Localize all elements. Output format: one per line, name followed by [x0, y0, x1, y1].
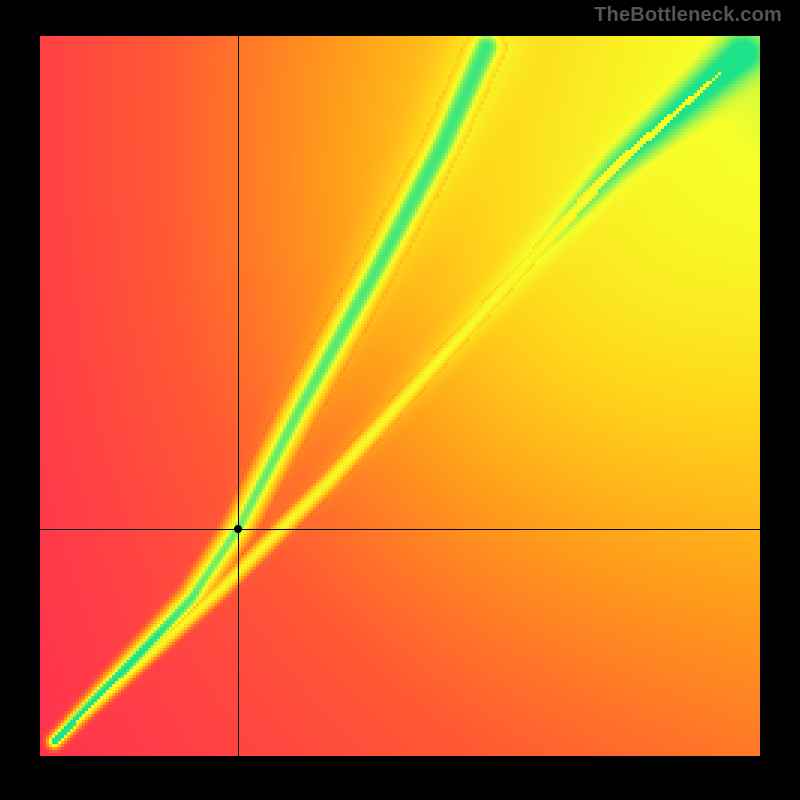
figure-frame: TheBottleneck.com	[0, 0, 800, 800]
crosshair-vertical	[238, 36, 239, 756]
selection-marker[interactable]	[234, 525, 242, 533]
bottleneck-heatmap	[40, 36, 760, 756]
crosshair-horizontal	[40, 529, 760, 530]
plot-area	[40, 36, 760, 756]
watermark-text: TheBottleneck.com	[594, 4, 782, 27]
